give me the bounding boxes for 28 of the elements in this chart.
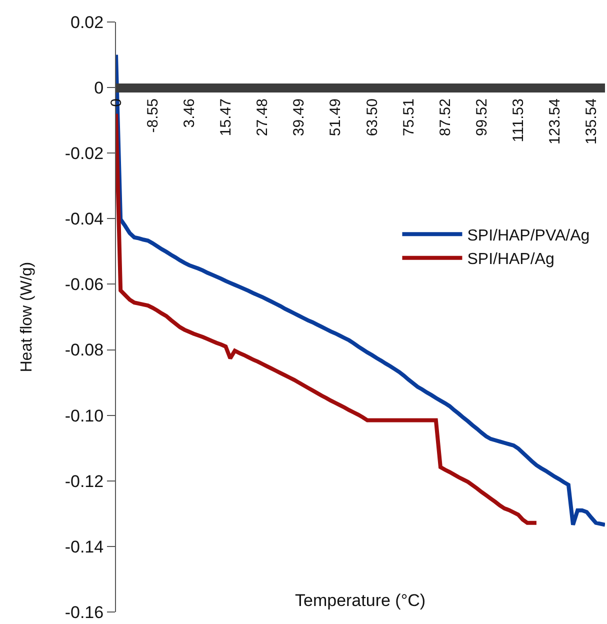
x-tick-label: 63.50 [364,98,381,136]
y-tick-label: -0.16 [64,602,104,622]
x-tick-label: 123.54 [546,98,564,144]
x-tick-label: 51.49 [327,98,344,136]
y-tick-label: -0.02 [64,144,104,164]
y-tick-label: 0 [94,78,104,98]
x-tick-label: 135.54 [583,98,600,144]
legend-label: SPI/HAP/Ag [467,251,554,268]
x-tick-label: 27.48 [254,98,272,136]
y-tick-label: -0.06 [64,275,104,294]
x-tick-label: 3.46 [180,98,198,128]
x-tick-label: 87.52 [436,98,454,136]
y-tick-label: -0.08 [64,340,104,360]
y-axis-title: Heat flow (W/g) [18,262,36,372]
x-tick-label: 75.51 [400,98,418,136]
legend-label: SPI/HAP/PVA/Ag [467,227,590,244]
x-tick-label: 0 [108,98,125,107]
y-tick-label: -0.04 [64,210,104,229]
y-tick-label: -0.10 [64,406,104,426]
x-tick-label: -8.55 [144,98,162,133]
x-tick-label: 111.53 [510,98,528,142]
y-tick-label: -0.14 [64,537,104,556]
x-tick-label: 99.52 [473,98,490,136]
x-tick-label: 39.49 [290,98,308,136]
x-tick-label: 15.47 [218,98,235,136]
y-tick-label: -0.12 [64,472,104,491]
y-tick-label: 0.02 [70,12,104,32]
x-axis-title: Temperature (°C) [295,591,426,610]
